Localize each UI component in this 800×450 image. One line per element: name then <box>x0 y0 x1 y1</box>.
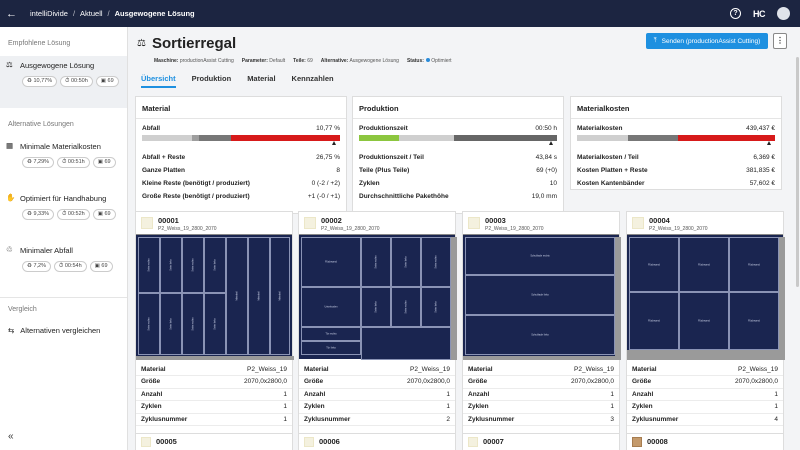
breadcrumb-item[interactable]: Aktuell <box>80 9 103 18</box>
tab-overview[interactable]: Übersicht <box>141 74 176 88</box>
brand-logo: HC <box>753 8 766 19</box>
sheet-card[interactable]: 00007 <box>462 433 620 450</box>
compare-icon: ⇆ <box>8 326 15 335</box>
handling-icon: ✋ <box>6 193 16 202</box>
avatar[interactable] <box>777 7 790 20</box>
scale-icon: ⚖ <box>137 38 146 49</box>
breadcrumb-current: Ausgewogene Lösung <box>114 9 195 18</box>
production-bar <box>359 135 557 141</box>
tab-material[interactable]: Material <box>247 74 276 83</box>
more-menu-button[interactable]: ⋮ <box>773 33 787 49</box>
material-swatch <box>468 217 480 229</box>
costs-card: Materialkosten Materialkosten 439,437 € M… <box>570 96 782 190</box>
send-button[interactable]: ⤒ Senden (productionAssist Cutting) <box>646 33 768 49</box>
solution-handling[interactable]: ✋ Optimiert für Handhabung ♻ 9,33% ⏱ 00:5… <box>0 189 127 241</box>
count-chip: ▣ 69 <box>92 209 116 220</box>
material-cost-icon: ▦ <box>6 141 14 150</box>
sheet-card[interactable]: 00001 P2_Weiss_19_2800_2070 Seite rechts … <box>135 211 294 450</box>
sheet-card[interactable]: 00005 <box>135 433 293 450</box>
tab-production[interactable]: Produktion <box>191 74 232 83</box>
solution-min-waste[interactable]: ♲ Minimaler Abfall ♻ 7,2% ⏱ 00:54h ▣ 69 <box>0 241 127 293</box>
main-content: ⚖ Sortierregal Maschine: productionAssis… <box>129 27 800 450</box>
waste-chip: ♻ 7,29% <box>22 157 55 168</box>
waste-chip: ♻ 10,77% <box>22 76 58 87</box>
cutting-plan[interactable]: Rückwand Seite rechts Seite links Seite … <box>299 234 457 360</box>
scale-icon: ⚖ <box>6 60 13 69</box>
count-chip: ▣ 69 <box>89 261 113 272</box>
material-swatch <box>304 437 314 447</box>
breadcrumb: intelliDivide / Aktuell / Ausgewogene Lö… <box>30 9 195 18</box>
solution-min-material[interactable]: ▦ Minimale Materialkosten ♻ 7,29% ⏱ 00:51… <box>0 137 127 189</box>
waste-bar <box>142 135 340 141</box>
scrollbar[interactable] <box>796 57 799 287</box>
count-chip: ▣ 69 <box>92 157 116 168</box>
sheet-card[interactable]: 00006 <box>298 433 456 450</box>
sheet-details: Material P2_Weiss_19 Größe 2070,0x2800,0 A… <box>299 363 455 426</box>
compare-title: Vergleich <box>8 306 37 313</box>
production-card: Produktion Produktionszeit 00:50 h Produk… <box>352 96 564 214</box>
count-chip: ▣ 69 <box>95 76 119 87</box>
sheet-card[interactable]: 00004 P2_Weiss_19_2800_2070 Rückwand Rück… <box>626 211 785 450</box>
sheet-details: Material P2_Weiss_19 Größe 2070,0x2800,0 A… <box>136 363 292 426</box>
page-title: Sortierregal <box>151 35 237 52</box>
material-card: Material Abfall 10,77 % Abfall + Reste 26,… <box>135 96 347 214</box>
costs-bar <box>577 135 775 141</box>
sheet-card[interactable]: 00008 <box>626 433 784 450</box>
waste-icon: ♲ <box>6 245 13 254</box>
cutting-plan[interactable]: Rückwand Rückwand Rückwand Rückwand Rück… <box>627 234 785 360</box>
time-chip: ⏱ 00:52h <box>57 209 90 220</box>
sheet-card[interactable]: 00003 P2_Weiss_19_2800_2070 Schublade rec… <box>462 211 621 450</box>
material-swatch <box>141 437 151 447</box>
cutting-plan[interactable]: Seite rechts Seite links Seite rechts Se… <box>136 234 294 360</box>
app-name[interactable]: intelliDivide <box>30 9 68 18</box>
material-swatch <box>141 217 153 229</box>
recommended-title: Empfohlene Lösung <box>8 40 71 47</box>
help-icon[interactable]: ? <box>730 8 741 19</box>
time-chip: ⏱ 00:50h <box>60 76 93 87</box>
waste-chip: ♻ 9,33% <box>22 209 55 220</box>
sheet-card[interactable]: 00002 P2_Weiss_19_2800_2070 Rückwand Seit… <box>298 211 457 450</box>
sheet-details: Material P2_Weiss_19 Größe 2070,0x2800,0 A… <box>627 363 783 426</box>
alternatives-title: Alternative Lösungen <box>8 121 74 128</box>
material-swatch <box>468 437 478 447</box>
solution-balanced[interactable]: ⚖ Ausgewogene Lösung ♻ 10,77% ⏱ 00:50h ▣ … <box>0 56 127 108</box>
sidebar: Empfohlene Lösung ⚖ Ausgewogene Lösung ♻ … <box>0 27 128 450</box>
waste-chip: ♻ 7,2% <box>22 261 52 272</box>
back-arrow-icon[interactable]: ← <box>6 7 17 20</box>
cutting-plan[interactable]: Schublade rechts Schublade links Schubla… <box>463 234 621 360</box>
time-chip: ⏱ 00:51h <box>57 157 90 168</box>
material-swatch <box>632 437 642 447</box>
meta-info: Maschine: productionAssist Cutting Param… <box>154 58 452 64</box>
material-swatch <box>632 217 644 229</box>
compare-button[interactable]: ⇆ Alternativen vergleichen <box>8 326 101 335</box>
collapse-sidebar-icon[interactable]: « <box>8 431 14 442</box>
upload-icon: ⤒ <box>653 37 657 44</box>
tab-bar: Übersicht Produktion Material Kennzahlen <box>141 74 334 88</box>
time-chip: ⏱ 00:54h <box>54 261 87 272</box>
sheet-details: Material P2_Weiss_19 Größe 2070,0x2800,0 A… <box>463 363 619 426</box>
top-bar: ← intelliDivide / Aktuell / Ausgewogene … <box>0 0 800 27</box>
material-swatch <box>304 217 316 229</box>
status-dot <box>426 58 431 62</box>
tab-kpis[interactable]: Kennzahlen <box>291 74 334 83</box>
